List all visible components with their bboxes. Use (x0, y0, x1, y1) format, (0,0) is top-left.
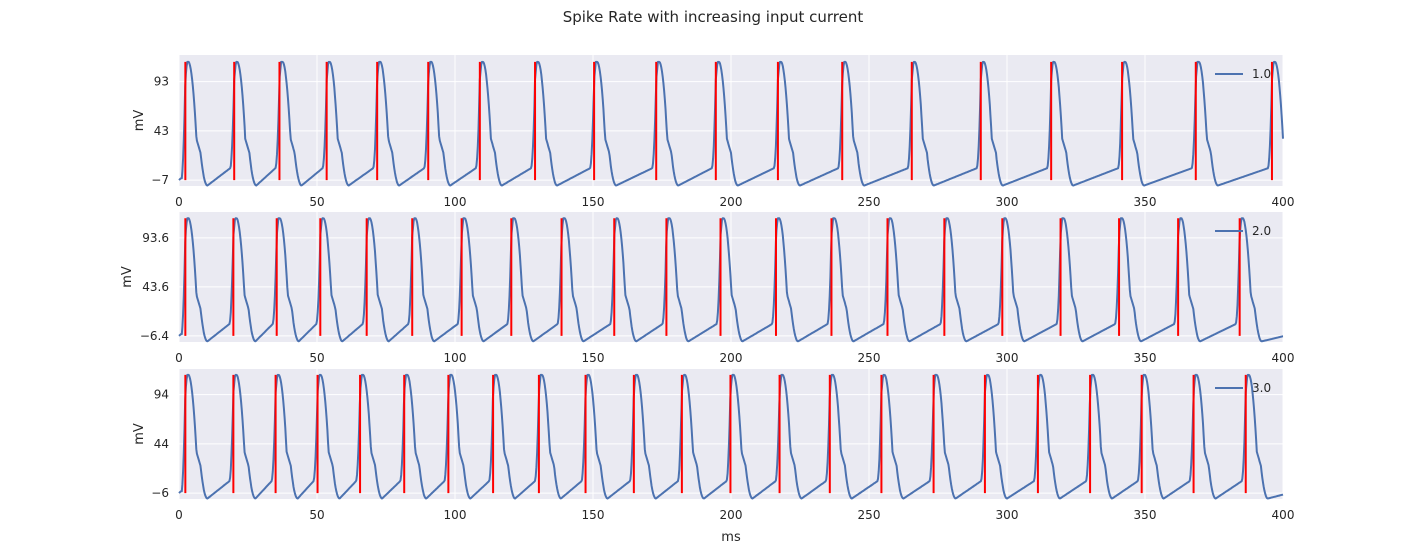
y-axis-label: mV (120, 266, 135, 288)
x-tick-label: 50 (309, 351, 324, 365)
x-tick-label: 350 (1134, 195, 1157, 209)
x-tick-label: 50 (309, 195, 324, 209)
membrane-trace-2 (178, 217, 1284, 343)
x-tick-label: 400 (1272, 195, 1295, 209)
y-tick-label: −6 (151, 486, 169, 500)
x-tick-label: 400 (1272, 351, 1295, 365)
y-axis-label: mV (132, 110, 147, 132)
y-tick-label: 93 (154, 75, 169, 89)
x-tick-label: 50 (309, 508, 324, 522)
y-tick-label: 44 (154, 437, 169, 451)
y-tick-label: 93.6 (142, 231, 169, 245)
x-tick-label: 150 (582, 508, 605, 522)
x-tick-label: 400 (1272, 508, 1295, 522)
x-tick-label: 100 (444, 195, 467, 209)
y-axis-label: mV (132, 423, 147, 445)
x-axis-label: ms (721, 530, 741, 545)
x-tick-label: 200 (720, 351, 743, 365)
x-tick-label: 0 (175, 351, 183, 365)
y-tick-label: −7 (151, 173, 169, 187)
x-tick-label: 100 (444, 508, 467, 522)
x-tick-label: 250 (858, 195, 881, 209)
y-tick-label: −6.4 (140, 329, 169, 343)
x-tick-label: 150 (582, 351, 605, 365)
y-tick-label: 43 (154, 124, 169, 138)
x-tick-label: 0 (175, 508, 183, 522)
x-tick-label: 0 (175, 195, 183, 209)
legend-label: 2.0 (1252, 224, 1271, 238)
x-tick-label: 350 (1134, 351, 1157, 365)
y-tick-label: 43.6 (142, 280, 169, 294)
x-tick-label: 350 (1134, 508, 1157, 522)
chart-title: Spike Rate with increasing input current (562, 8, 864, 26)
x-tick-label: 250 (858, 351, 881, 365)
x-tick-label: 300 (996, 508, 1019, 522)
x-tick-label: 200 (720, 195, 743, 209)
x-tick-label: 300 (996, 195, 1019, 209)
y-tick-label: 94 (154, 388, 169, 402)
x-tick-label: 100 (444, 351, 467, 365)
legend-label: 3.0 (1252, 381, 1271, 395)
membrane-trace-1 (178, 60, 1284, 187)
x-tick-label: 250 (858, 508, 881, 522)
x-tick-label: 200 (720, 508, 743, 522)
x-tick-label: 300 (996, 351, 1019, 365)
x-tick-label: 150 (582, 195, 605, 209)
legend-label: 1.0 (1252, 67, 1271, 81)
